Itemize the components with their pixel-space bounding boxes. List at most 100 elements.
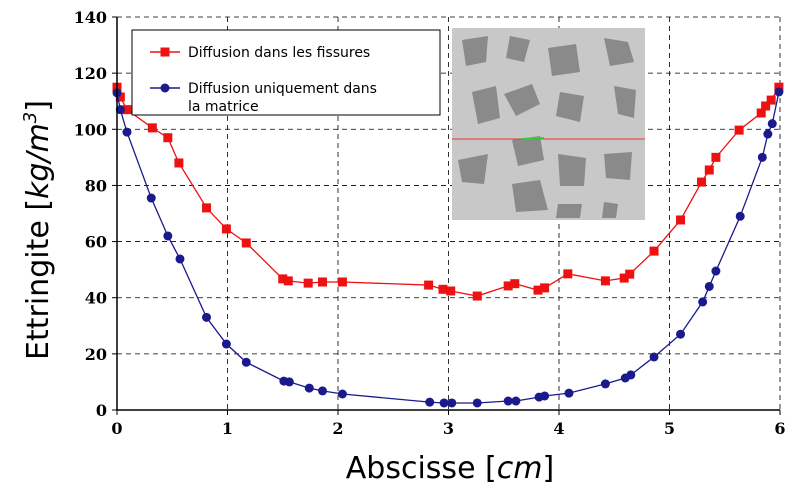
point [241,238,251,248]
point [734,125,744,135]
point [711,266,721,276]
point [146,193,156,203]
point [735,211,745,221]
x-tick-label: 4 [553,419,564,438]
y-label-exponent: 3 [20,112,41,123]
y-tick-label: 120 [74,64,107,83]
point [115,105,125,115]
point [438,284,448,294]
point [626,370,636,380]
legend-label: Diffusion dans les fissures [188,45,370,61]
point [163,231,173,241]
y-tick-label: 60 [85,233,107,252]
point [303,278,313,288]
point [697,177,707,187]
point [649,352,659,362]
point [283,276,293,286]
point [540,283,550,293]
y-label-part: Ettringite [ [21,199,56,360]
point [774,87,784,97]
point [472,291,482,301]
point [756,108,766,118]
legend: Diffusion dans les fissures Diffusion uni… [131,29,441,116]
point [511,396,521,406]
point [337,389,347,399]
x-tick-label: 0 [111,419,122,438]
point [202,203,212,213]
legend-box [131,29,441,116]
point [704,165,714,175]
point [221,224,231,234]
point [147,123,157,133]
inset-image [452,28,645,220]
point [318,386,328,396]
point [472,398,482,408]
x-axis-label: Abscisse [cm] [346,451,554,486]
y-label-part: ] [21,100,56,112]
point [115,92,125,102]
legend-marker [160,47,170,57]
x-tick-label: 3 [443,419,454,438]
x-tick-label: 6 [774,419,785,438]
point [649,246,659,256]
x-tick-label: 5 [664,419,675,438]
point [163,133,173,143]
point [318,277,328,287]
point [241,357,251,367]
point [122,127,132,137]
point [175,254,185,264]
point [761,101,771,111]
point [510,279,520,289]
plot [112,82,784,408]
point [425,397,435,407]
point [711,152,721,162]
point [304,383,314,393]
y-tick-label: 80 [85,176,107,195]
point [600,379,610,389]
point [439,398,449,408]
x-label-part: ] [542,451,554,486]
point [625,269,635,279]
point [221,339,231,349]
y-axis-label: Ettringite [kg/m3] [20,100,56,360]
point [337,277,347,287]
point [447,398,457,408]
point [676,329,686,339]
point [446,286,456,296]
legend-marker [160,83,170,93]
point [600,276,610,286]
point [122,105,132,115]
x-label-unit: cm [497,451,543,486]
point [763,129,773,139]
point [774,82,784,92]
point [619,273,629,283]
point [503,396,513,406]
y-tick-label: 140 [74,8,107,27]
point [424,280,434,290]
x-tick-label: 2 [332,419,343,438]
point [766,95,776,105]
point [704,281,714,291]
point [503,281,513,291]
point [533,285,543,295]
point [202,312,212,322]
y-tick-label: 40 [85,289,107,308]
point [174,158,184,168]
legend-label: Diffusion uniquement dans la matrice [188,81,377,115]
point [540,391,550,401]
y-label-unit: kg/m [21,123,56,199]
point [767,119,777,129]
x-tick-label: 1 [222,419,233,438]
y-tick-label: 20 [85,345,107,364]
point [698,297,708,307]
x-label-part: Abscisse [ [346,451,497,486]
point [564,388,574,398]
point [278,274,288,284]
y-tick-label: 0 [96,401,107,420]
point [563,269,573,279]
point [676,215,686,225]
point [757,152,767,162]
y-tick-label: 100 [74,120,107,139]
point [284,377,294,387]
